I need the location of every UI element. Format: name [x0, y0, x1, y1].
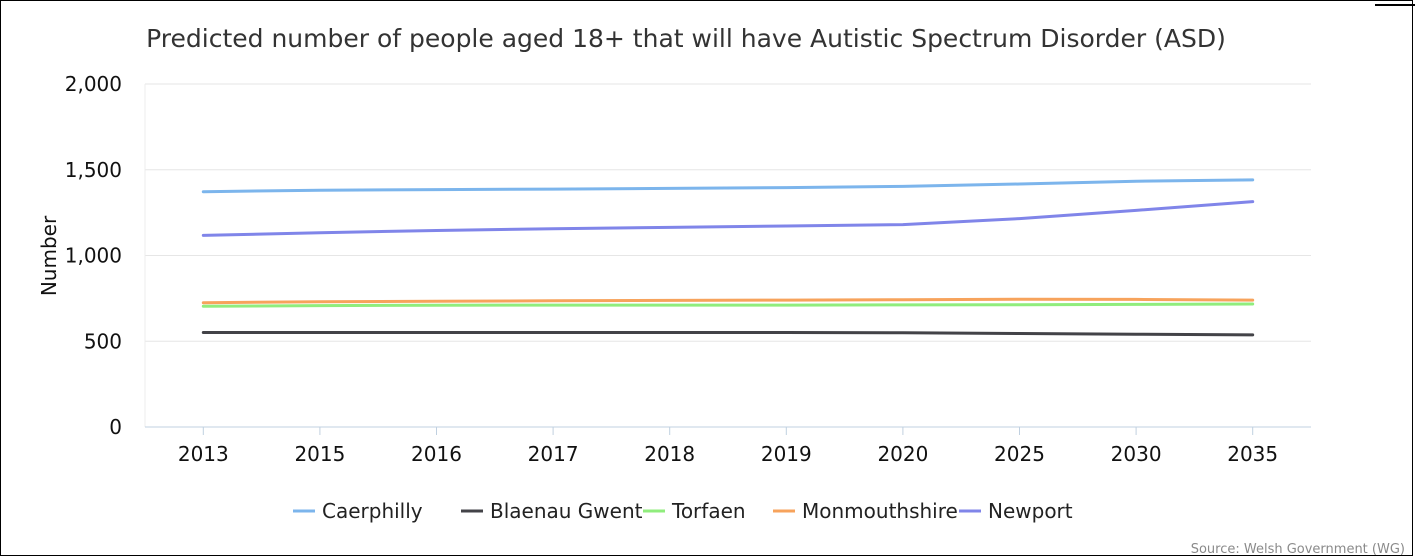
y-axis-label: Number	[37, 215, 61, 296]
chart-title: Predicted number of people aged 18+ that…	[146, 24, 1226, 53]
y-axis-ticks: 0 500 1,000 1,500 2,000	[65, 72, 122, 439]
x-tick-label: 2015	[294, 442, 345, 466]
legend-item-blaenau-gwent[interactable]: Blaenau Gwent	[461, 499, 643, 523]
x-tick-label: 2013	[178, 442, 229, 466]
source-credit: Source: Welsh Government (WG)	[1191, 542, 1405, 557]
x-tick-label: 2035	[1227, 442, 1278, 466]
legend-label: Blaenau Gwent	[490, 499, 643, 523]
series-line-blaenau-gwent[interactable]	[201, 331, 1255, 337]
y-tick-label: 2,000	[65, 72, 122, 96]
y-tick-label: 0	[109, 415, 122, 439]
x-tick-label: 2017	[528, 442, 579, 466]
x-tick-label: 2020	[877, 442, 928, 466]
series-line-monmouthshire[interactable]	[201, 297, 1255, 305]
legend-item-newport[interactable]: Newport	[959, 499, 1073, 523]
x-tick-label: 2019	[761, 442, 812, 466]
legend-item-caerphilly[interactable]: Caerphilly	[293, 499, 423, 523]
y-tick-label: 500	[84, 329, 122, 353]
frame-edge-line	[1375, 4, 1415, 6]
x-tick-label: 2016	[411, 442, 462, 466]
x-axis-ticks: 2013 2015 2016 2017 2018 2019 2020 2025 2030 2035	[178, 427, 1278, 466]
x-tick-label: 2018	[644, 442, 695, 466]
legend-label: Torfaen	[671, 499, 746, 523]
x-tick-label: 2025	[994, 442, 1045, 466]
grid-lines	[144, 83, 1311, 427]
series-line-torfaen[interactable]	[201, 302, 1255, 308]
legend: Caerphilly Blaenau Gwent Torfaen Monmouthsh…	[293, 499, 1073, 523]
legend-label: Caerphilly	[322, 499, 423, 523]
legend-label: Monmouthshire	[802, 499, 958, 523]
series-lines	[201, 178, 1255, 337]
legend-label: Newport	[988, 499, 1073, 523]
legend-item-monmouthshire[interactable]: Monmouthshire	[773, 499, 958, 523]
series-line-newport[interactable]	[201, 200, 1255, 237]
series-line-caerphilly[interactable]	[201, 178, 1255, 194]
y-tick-label: 1,000	[65, 244, 122, 268]
x-tick-label: 2030	[1111, 442, 1162, 466]
legend-item-torfaen[interactable]: Torfaen	[643, 499, 746, 523]
y-tick-label: 1,500	[65, 158, 122, 182]
